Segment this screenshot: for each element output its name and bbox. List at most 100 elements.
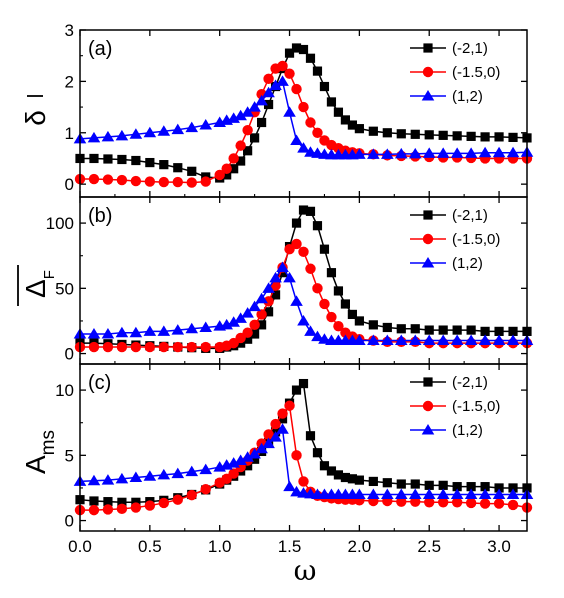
data-point-0-0-35 — [424, 130, 434, 140]
data-point-2-0-22 — [298, 378, 309, 389]
data-point-0-0-34 — [410, 129, 420, 139]
xtick-label-2: 1.0 — [208, 537, 232, 556]
data-point-1-0-28 — [340, 299, 351, 309]
data-point-1-2-39 — [478, 334, 492, 346]
data-point-0-2-16 — [255, 94, 268, 106]
data-point-1-1-16 — [256, 309, 267, 320]
data-point-1-0-16 — [256, 320, 267, 330]
data-point-1-0-21 — [291, 218, 302, 228]
data-point-2-2-36 — [436, 488, 450, 499]
data-point-0-1-6 — [158, 176, 170, 188]
data-point-2-2-31 — [367, 488, 380, 499]
data-point-1-2-13 — [234, 312, 247, 323]
data-point-2-2-34 — [408, 488, 422, 499]
data-point-0-0-6 — [159, 160, 169, 170]
data-point-0-0-31 — [368, 126, 378, 136]
legend-label-2-2: (1,2) — [452, 422, 483, 439]
legend-2: (-2,1) (-1.5,0) (1,2) — [410, 374, 500, 439]
data-point-0-0-7 — [173, 163, 183, 173]
data-point-0-2-2 — [101, 130, 115, 142]
data-point-2-2-40 — [492, 488, 506, 499]
data-point-0-2-3 — [115, 129, 129, 141]
data-point-2-0-31 — [368, 476, 378, 487]
data-point-2-0-19 — [277, 414, 288, 424]
data-point-0-0-2 — [103, 154, 113, 164]
data-point-2-1-35 — [424, 497, 435, 508]
data-point-2-2-19 — [276, 423, 289, 434]
data-point-0-2-17 — [262, 86, 275, 98]
data-point-2-1-5 — [144, 500, 156, 511]
data-point-2-1-21 — [291, 450, 302, 461]
data-point-2-2-14 — [241, 451, 254, 462]
data-point-0-1-21 — [291, 83, 302, 95]
data-point-2-2-8 — [185, 465, 199, 477]
data-point-0-2-30 — [353, 148, 366, 159]
legend-label-0-1: (-1.5,0) — [452, 64, 500, 81]
data-point-0-0-12 — [229, 164, 239, 174]
data-point-1-0-14 — [243, 334, 253, 344]
data-point-1-2-21 — [290, 295, 303, 306]
data-point-0-2-19 — [276, 75, 289, 86]
data-point-1-1-9 — [200, 341, 211, 353]
data-point-0-0-23 — [305, 53, 316, 63]
data-point-0-0-30 — [354, 124, 364, 134]
legend-marker-2-1 — [422, 400, 434, 412]
data-point-0-0-29 — [347, 120, 357, 130]
data-point-0-2-18 — [269, 79, 282, 90]
xtick-label-1: 0.5 — [138, 537, 162, 556]
panel-label-2: (c) — [88, 372, 111, 394]
data-point-1-1-26 — [326, 311, 337, 323]
data-point-0-0-37 — [452, 131, 462, 141]
panel-label-1: (b) — [88, 205, 112, 227]
data-point-0-2-7 — [171, 123, 185, 135]
data-point-0-2-21 — [290, 134, 303, 145]
data-point-2-0-35 — [424, 480, 434, 490]
data-point-1-1-1 — [88, 341, 100, 353]
data-point-1-0-22 — [298, 205, 309, 215]
data-point-0-0-13 — [236, 156, 246, 166]
series-1-0 — [75, 205, 532, 353]
data-point-2-0-38 — [466, 482, 476, 492]
data-point-1-0-26 — [326, 268, 337, 278]
data-point-0-1-9 — [200, 176, 211, 187]
data-point-0-1-17 — [263, 73, 274, 85]
data-point-0-2-15 — [248, 101, 261, 112]
data-point-2-1-18 — [270, 418, 281, 430]
data-point-1-2-40 — [492, 334, 506, 346]
legend-marker-0-1 — [422, 66, 434, 78]
data-point-2-2-37 — [450, 488, 464, 499]
data-point-2-0-30 — [354, 475, 364, 485]
data-point-0-1-22 — [298, 101, 309, 113]
ytick-label-1-0: 0 — [65, 345, 74, 364]
data-point-2-1-2 — [102, 504, 114, 515]
data-point-2-2-9 — [199, 463, 213, 475]
data-point-2-1-41 — [507, 499, 519, 511]
ylabel-c-text: Ams — [20, 430, 59, 474]
data-point-0-0-14 — [243, 146, 253, 156]
data-point-0-0-26 — [326, 97, 337, 107]
data-point-0-2-5 — [143, 126, 157, 138]
data-point-2-0-23 — [305, 431, 316, 441]
data-point-1-0-35 — [424, 325, 434, 335]
xtick-label-3: 1.5 — [278, 537, 302, 556]
data-point-0-0-25 — [319, 81, 330, 92]
data-point-2-0-36 — [438, 480, 448, 490]
data-point-2-1-22 — [298, 476, 309, 487]
data-point-0-2-8 — [185, 121, 199, 133]
data-point-1-1-24 — [312, 283, 323, 294]
ytick-label-0-2: 2 — [65, 72, 74, 91]
data-point-0-2-38 — [464, 147, 478, 158]
data-point-0-2-14 — [241, 106, 254, 117]
data-point-1-1-4 — [130, 341, 142, 353]
data-point-0-0-41 — [508, 132, 518, 142]
data-point-1-2-36 — [436, 334, 450, 346]
data-point-0-0-39 — [480, 132, 490, 142]
data-point-2-1-37 — [451, 497, 463, 508]
ylabel-a-text: δ — [20, 110, 51, 126]
series-2-1 — [74, 400, 533, 516]
data-point-2-2-6 — [157, 468, 171, 480]
data-point-2-2-7 — [171, 467, 185, 479]
data-point-0-1-14 — [242, 125, 253, 136]
data-point-2-1-4 — [130, 502, 142, 513]
